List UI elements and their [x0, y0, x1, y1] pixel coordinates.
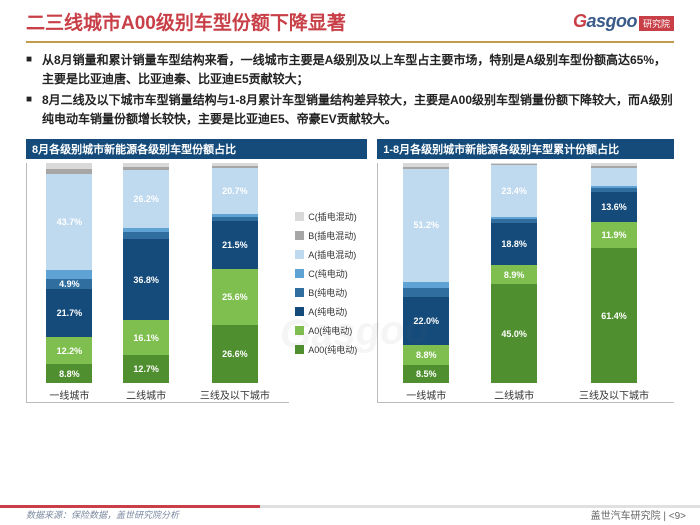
- legend-item: B(插电混动): [295, 229, 367, 242]
- bar-segment: 8.8%: [46, 364, 92, 383]
- bar-segment: [123, 167, 169, 170]
- logo: Gasgoo研究院: [573, 11, 674, 32]
- bullet-item: 从8月销量和累计销量车型结构来看，一线城市主要是A级别及以上车型占主要市场，特别…: [26, 51, 674, 88]
- bar-column: 8.5%8.8%22.0% 51.2% 一线城市: [403, 163, 449, 402]
- chart-title: 8月各级别城市新能源各级别车型份额占比: [26, 139, 367, 159]
- category-label: 三线及以下城市: [200, 387, 270, 402]
- bar-segment: 8.8%: [403, 345, 449, 364]
- bar-segment: [491, 219, 537, 223]
- bar-segment: 11.9%: [591, 222, 637, 248]
- bar-segment: 36.8%: [123, 239, 169, 320]
- bar-segment: 45.0%: [491, 284, 537, 383]
- bar-column: 26.6%25.6%21.5% 20.7% 三线及以下城市: [200, 163, 270, 402]
- legend-item: C(插电混动): [295, 210, 367, 223]
- bar-segment: 18.8%: [491, 223, 537, 264]
- category-label: 二线城市: [126, 387, 166, 402]
- bar-segment: 21.5%: [212, 221, 258, 268]
- bar-segment: 8.5%: [403, 365, 449, 384]
- legend-swatch: [295, 288, 304, 297]
- bar-segment: 26.2%: [123, 170, 169, 228]
- bar-column: 8.8%12.2%21.7%4.9% 43.7% 一线城市: [46, 163, 92, 402]
- legend-swatch: [295, 307, 304, 316]
- bar-segment: 20.7%: [212, 168, 258, 214]
- bar-segment: 51.2%: [403, 169, 449, 282]
- bar-segment: [591, 186, 637, 188]
- title-divider: [26, 41, 674, 43]
- legend-swatch: [295, 212, 304, 221]
- bar-segment: 23.4%: [491, 165, 537, 216]
- bar-segment: [403, 167, 449, 169]
- bar-segment: 43.7%: [46, 174, 92, 270]
- bar-segment: [491, 163, 537, 164]
- bar-segment: [46, 270, 92, 279]
- bar-segment: [123, 163, 169, 167]
- bar-segment: [212, 214, 258, 217]
- bar-segment: 26.6%: [212, 325, 258, 384]
- legend-item: A(插电混动): [295, 248, 367, 261]
- chart-right: 1-8月各级别城市新能源各级别车型累计份额占比 8.5%8.8%22.0% 51.…: [377, 139, 674, 403]
- legend-item: B(纯电动): [295, 286, 367, 299]
- bar-segment: [591, 163, 637, 165]
- chart-title: 1-8月各级别城市新能源各级别车型累计份额占比: [377, 139, 674, 159]
- bar-segment: [46, 169, 92, 173]
- bar-segment: [46, 163, 92, 169]
- bar-column: 61.4%11.9%13.6% 三线及以下城市: [579, 163, 649, 402]
- chart-left: 8月各级别城市新能源各级别车型份额占比 8.8%12.2%21.7%4.9% 43…: [26, 139, 367, 403]
- bar-segment: 4.9%: [46, 279, 92, 290]
- bar-segment: 22.0%: [403, 297, 449, 345]
- legend-item: A0(纯电动): [295, 324, 367, 337]
- bar-segment: [212, 217, 258, 221]
- bar-segment: 13.6%: [591, 192, 637, 222]
- bar-column: 12.7%16.1%36.8% 26.2% 二线城市: [123, 163, 169, 402]
- legend-swatch: [295, 250, 304, 259]
- legend-swatch: [295, 231, 304, 240]
- bar-segment: [123, 232, 169, 239]
- legend-item: A00(纯电动): [295, 343, 367, 356]
- bar-segment: 16.1%: [123, 320, 169, 355]
- bar-segment: 12.2%: [46, 337, 92, 364]
- bar-segment: [403, 288, 449, 297]
- legend-swatch: [295, 345, 304, 354]
- bullet-item: 8月二线及以下城市车型销量结构与1-8月累计车型销量结构差异较大，主要是A00级…: [26, 91, 674, 128]
- page-number: 盖世汽车研究院 | <9>: [591, 507, 686, 522]
- bullet-list: 从8月销量和累计销量车型结构来看，一线城市主要是A级别及以上车型占主要市场，特别…: [0, 51, 700, 128]
- bar-segment: 25.6%: [212, 269, 258, 325]
- category-label: 一线城市: [406, 387, 446, 402]
- category-label: 二线城市: [494, 387, 534, 402]
- category-label: 一线城市: [49, 387, 89, 402]
- legend-item: C(纯电动): [295, 267, 367, 280]
- bar-segment: 21.7%: [46, 289, 92, 337]
- bar-segment: [591, 188, 637, 192]
- legend-swatch: [295, 269, 304, 278]
- bar-segment: [212, 163, 258, 165]
- bar-segment: [403, 163, 449, 166]
- category-label: 三线及以下城市: [579, 387, 649, 402]
- bar-segment: 61.4%: [591, 248, 637, 383]
- bar-segment: 8.9%: [491, 265, 537, 285]
- bar-segment: 12.7%: [123, 355, 169, 383]
- bar-column: 45.0%8.9%18.8% 23.4% 二线城市: [491, 163, 537, 402]
- bar-segment: [491, 217, 537, 219]
- bar-segment: [591, 168, 637, 186]
- bar-segment: [212, 166, 258, 168]
- bar-segment: [123, 228, 169, 232]
- legend-item: A(纯电动): [295, 305, 367, 318]
- page-title: 二三线城市A00级别车型份额下降显著: [26, 8, 346, 35]
- bar-segment: [591, 166, 637, 168]
- bar-segment: [491, 164, 537, 165]
- legend-swatch: [295, 326, 304, 335]
- bar-segment: [403, 282, 449, 289]
